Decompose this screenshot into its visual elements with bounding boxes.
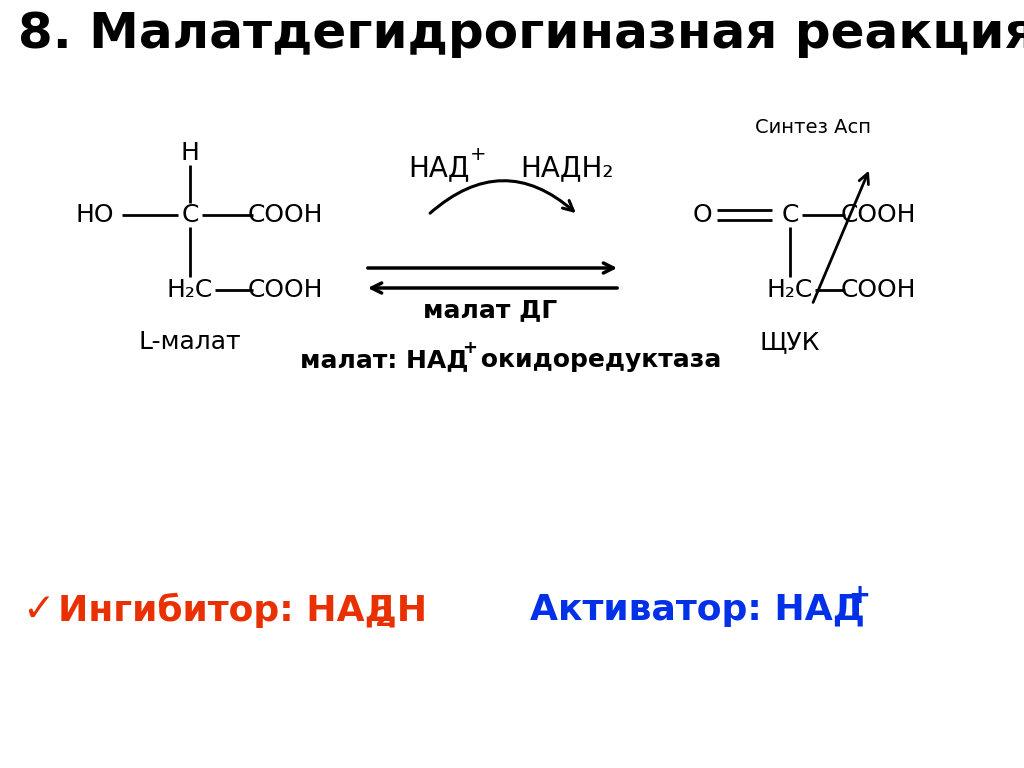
- Text: окидоредуктаза: окидоредуктаза: [472, 348, 721, 372]
- Text: HO: HO: [76, 203, 115, 227]
- Text: L-малат: L-малат: [138, 330, 242, 354]
- Text: +: +: [462, 339, 477, 357]
- Text: +: +: [470, 145, 486, 164]
- Text: COOH: COOH: [841, 278, 915, 302]
- Text: НАД: НАД: [408, 154, 469, 182]
- Text: ✓: ✓: [22, 591, 54, 629]
- Text: +: +: [848, 583, 870, 609]
- Text: O: O: [692, 203, 712, 227]
- Text: H₂C: H₂C: [167, 278, 213, 302]
- Text: C: C: [181, 203, 199, 227]
- Text: 2: 2: [375, 606, 393, 632]
- Text: COOH: COOH: [247, 203, 323, 227]
- Text: COOH: COOH: [841, 203, 915, 227]
- Text: H: H: [180, 141, 200, 165]
- Text: Синтез Асп: Синтез Асп: [755, 118, 871, 137]
- Text: ЩУК: ЩУК: [760, 330, 820, 354]
- Text: 8. Малатдегидрогиназная реакция: 8. Малатдегидрогиназная реакция: [18, 10, 1024, 58]
- Text: H₂C: H₂C: [767, 278, 813, 302]
- Text: Ингибитор: НАДН: Ингибитор: НАДН: [58, 592, 427, 627]
- Text: малат ДГ: малат ДГ: [423, 298, 557, 322]
- Text: Активатор: НАД: Активатор: НАД: [530, 593, 865, 627]
- Text: C: C: [781, 203, 799, 227]
- Text: малат: НАД: малат: НАД: [300, 348, 469, 372]
- Text: COOH: COOH: [247, 278, 323, 302]
- Text: НАДН₂: НАДН₂: [520, 154, 613, 182]
